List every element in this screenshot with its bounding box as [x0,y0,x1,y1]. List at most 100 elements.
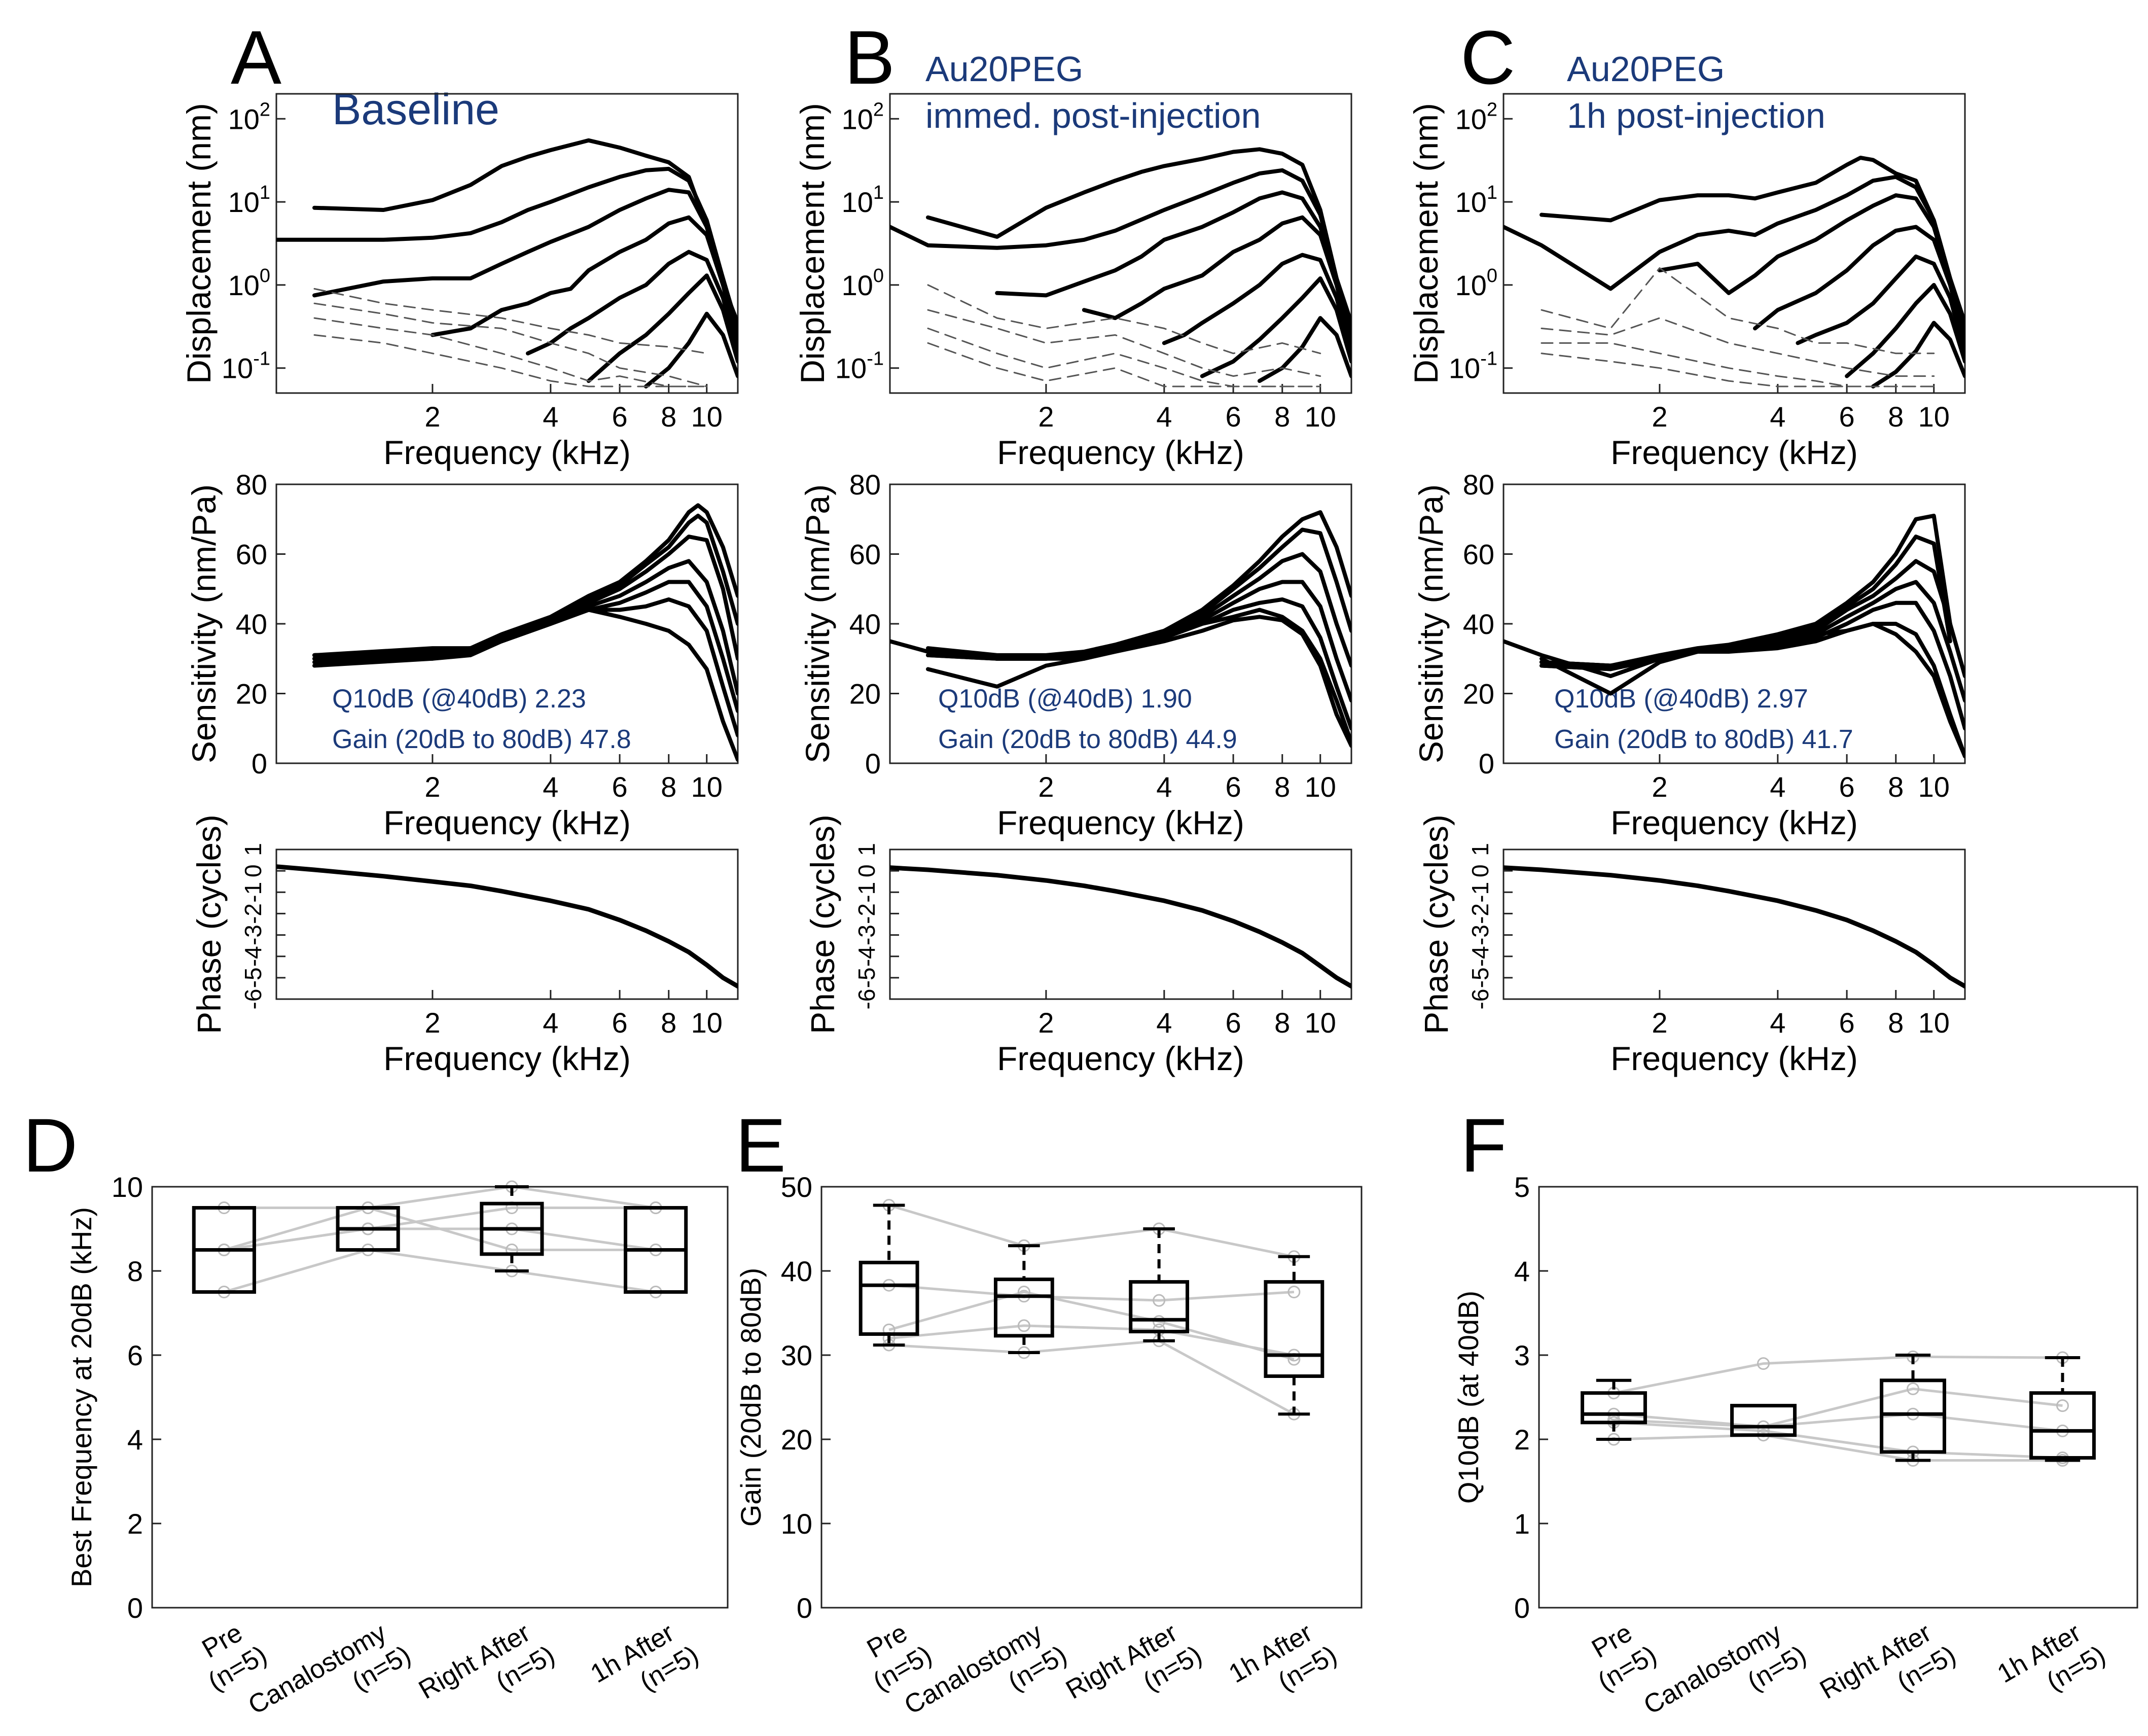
series-line-phase [1503,865,1965,989]
y-tick-label: 0 [127,1592,143,1624]
series-line-80-db [1540,622,1965,759]
x-tick-label: 2 [1038,401,1054,433]
panel-letter-c: C [1460,15,1515,100]
y-tick-label: 102 [1455,99,1497,135]
series-group [890,510,1351,748]
y-axis-label: Displacement (nm) [1407,103,1445,384]
subject-point [2056,1399,2069,1412]
box-iqr [993,1278,1054,1338]
y-tick-label: 30 [781,1339,812,1371]
series-line-phase [276,864,738,989]
y-tick-label: 20 [236,678,267,710]
series-line-40-db [1796,254,1965,356]
y-axis-label: Displacement (nm) [180,103,218,384]
box-iqr [2029,1391,2096,1460]
x-axis-label: Frequency (kHz) [1610,434,1858,471]
y-axis-label: Sensitivity (nm/Pa) [1412,484,1450,763]
series-line-60-db [995,190,1351,337]
panel-c-gain-annotation: Gain (20dB to 80dB) 41.7 [1554,725,1853,754]
y-tick-label: 1 [853,843,880,856]
series-line-noise-3 [1541,342,1935,387]
y-tick-label: 2 [127,1508,143,1540]
plot-c-disp: 2 4 6 8 10 Frequency (kHz) 102 101 100 10-1Displa… [1407,93,1966,471]
x-tick-label: 6 [1839,771,1855,803]
plot-frame [889,848,1352,1000]
series-line-20-db [643,311,738,388]
box-iqr [1880,1378,1946,1454]
plot-frame [820,1186,1363,1609]
y-tick-label: 3 [1514,1339,1530,1371]
x-tick-label: 4 [543,1007,558,1039]
series-line-noise-2 [927,309,1321,377]
y-axis-label: Phase (cycles) [1417,814,1455,1034]
panel-letter-f: F [1460,1103,1507,1188]
y-tick-label: 1 [240,843,266,856]
x-tick-label: 8 [1274,771,1290,803]
series-line-20-db [926,510,1351,657]
y-axis-label: Phase (cycles) [190,814,228,1034]
subject-line-3 [1614,1412,2063,1432]
x-axis-label: Frequency (kHz) [383,804,631,841]
y-tick-label: -6 [1467,989,1493,1010]
panel-c-title-line1: Au20PEG [1567,49,1725,89]
y-tick-label: 0 [240,864,266,877]
panel-letter-b: B [844,15,895,100]
x-tick-label: 4 [543,401,558,433]
series-group [276,138,738,388]
subject-line-2 [888,1284,1295,1302]
y-tick-label: 1 [1514,1508,1530,1540]
x-tick-label: 4 [1770,1007,1785,1039]
y-tick-label: 80 [236,469,267,501]
panel-letter-a: A [231,15,281,100]
series-line-noise-1 [313,288,708,355]
x-tick-label: 2 [1652,1007,1667,1039]
x-tick-label: 4 [1156,401,1172,433]
x-tick-label: 10 [1305,401,1336,433]
series-line-20-db [1540,513,1952,668]
y-tick-label: -2 [853,903,880,924]
panel-a-q10-annotation: Q10dB (@40dB) 2.23 [332,684,586,714]
series-group [312,503,738,762]
series-line-70-db [276,166,738,331]
y-tick-label: 0 [797,1592,812,1624]
panel-b-title-line2: immed. post-injection [925,96,1261,135]
plot-a-sens: 2 4 6 8 10 Frequency (kHz) 0 20 40 60 80 Sensitivit… [185,469,739,841]
y-tick-label: 5 [1514,1171,1530,1203]
y-tick-label: -5 [853,967,880,988]
x-tick-label: 2 [424,1007,440,1039]
x-tick-label: 6 [612,771,628,803]
y-tick-label: 10-1 [1449,348,1497,384]
y-tick-label: 4 [127,1424,143,1456]
y-tick-label: -5 [1467,967,1493,988]
y-axis-label: Displacement (nm) [794,103,831,384]
y-tick-label: -2 [240,903,266,924]
x-tick-label: 6 [1226,401,1241,433]
y-tick-label: 0 [865,748,881,780]
series-line-noise-3 [313,317,708,387]
x-tick-label: 4 [1770,771,1785,803]
y-axis-label: Q10dB (at 40dB) [1452,1291,1484,1504]
plot-b-disp: 2 4 6 8 10 Frequency (kHz) 102 101 100 10-1Displa… [794,93,1352,471]
subject-line-5 [224,1206,656,1251]
y-tick-label: -1 [240,882,266,903]
x-tick-label: 8 [1888,401,1904,433]
panel-b-gain-annotation: Gain (20dB to 80dB) 44.9 [938,725,1237,754]
y-tick-label: 0 [1514,1592,1530,1624]
subject-line-2 [1614,1387,2063,1428]
y-tick-label: 60 [1463,539,1494,571]
x-tick-label: 2 [424,401,440,433]
plot-frame [1502,93,1966,394]
series-line-80-db [926,147,1351,325]
series-line-30-db [1845,282,1965,378]
x-tick-label: 6 [1226,771,1241,803]
series-group [276,864,738,989]
x-tick-label: 8 [661,771,676,803]
x-axis-label: Frequency (kHz) [997,1040,1244,1077]
y-tick-label: 100 [842,265,884,301]
y-tick-label: 101 [228,182,270,218]
box-iqr [1730,1404,1797,1437]
series-line-noise-1 [927,284,1321,355]
x-tick-label: 4 [543,771,558,803]
x-tick-label: 10 [691,401,723,433]
